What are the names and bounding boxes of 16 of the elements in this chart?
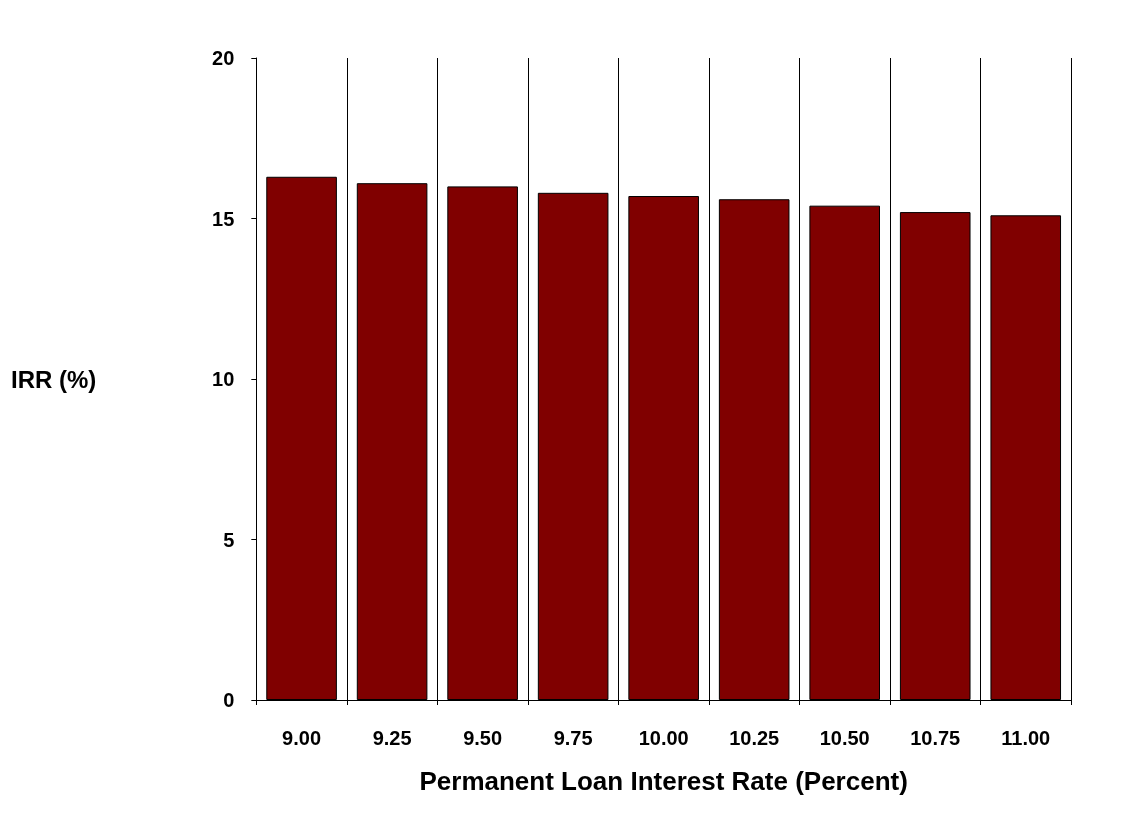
y-tick-label: 15 — [212, 207, 235, 230]
x-tick-label: 10.25 — [729, 727, 780, 749]
x-tick-label: 10.75 — [910, 727, 961, 749]
y-tick-label: 10 — [212, 368, 235, 390]
x-tick-label: 10.00 — [638, 727, 689, 749]
x-tick-label: 9.25 — [372, 727, 412, 749]
y-tick-label: 20 — [212, 47, 235, 69]
x-tick-label: 9.00 — [282, 727, 322, 749]
y-axis-title: IRR (%) — [11, 365, 97, 393]
x-tick-label: 9.50 — [463, 727, 503, 749]
x-axis-title: Permanent Loan Interest Rate (Percent) — [419, 766, 908, 796]
y-tick-label: 0 — [223, 689, 235, 711]
y-tick-label: 5 — [223, 528, 235, 551]
x-tick-label: 11.00 — [1001, 727, 1051, 749]
x-tick-label: 10.50 — [819, 727, 870, 749]
x-tick-label: 9.75 — [553, 727, 593, 749]
